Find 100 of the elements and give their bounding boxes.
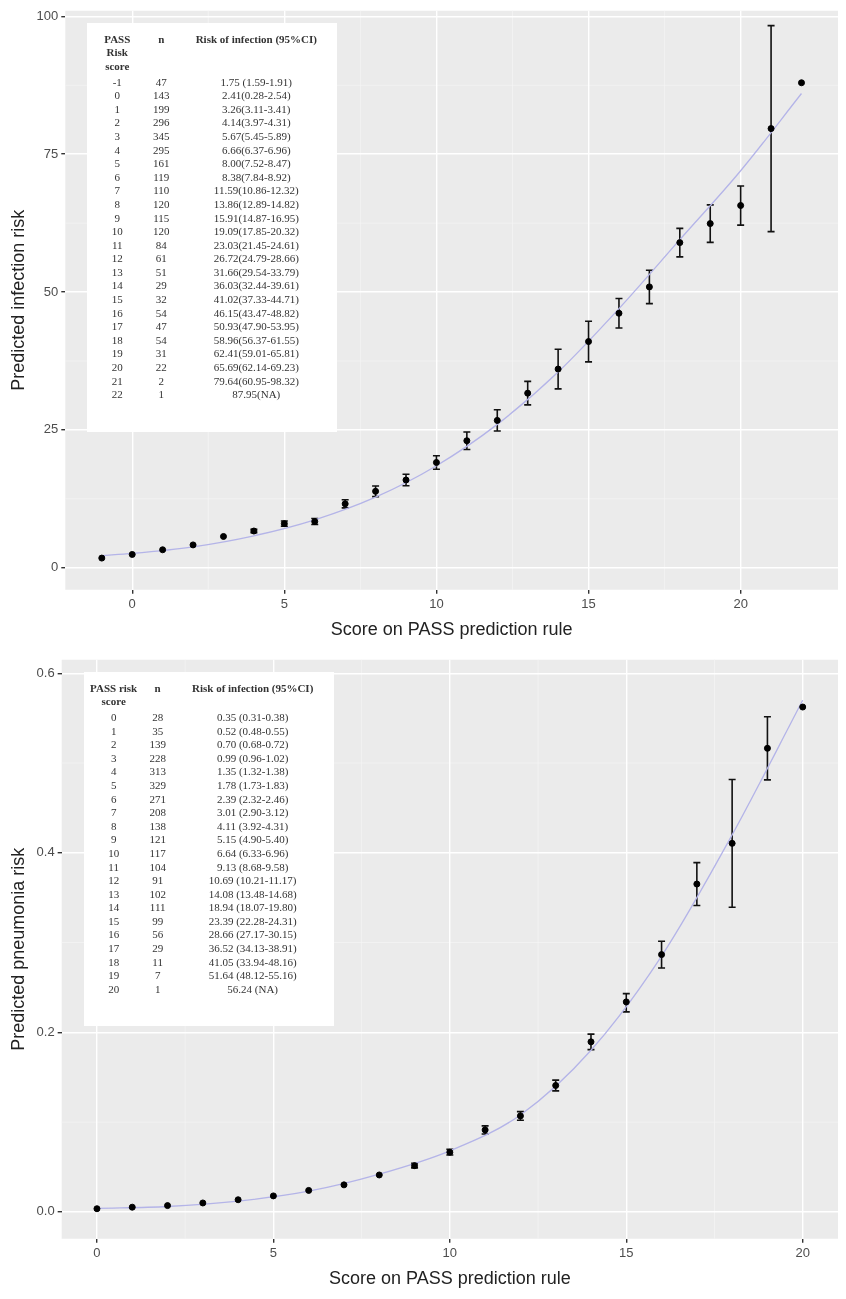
- point: [585, 338, 593, 346]
- point: [799, 703, 807, 711]
- point: [93, 1205, 101, 1213]
- annotation: 91: [151, 874, 165, 888]
- annotation: 50.93(47.90-53.95): [212, 320, 300, 334]
- annotation: 18: [110, 333, 124, 348]
- annotation: 3.01 (2.90-3.12): [215, 806, 290, 820]
- annotation: 1: [157, 388, 166, 402]
- point: [615, 309, 623, 317]
- annotation: 6: [113, 170, 122, 185]
- annotation: 4: [113, 143, 122, 158]
- point: [645, 283, 653, 291]
- point: [375, 1171, 383, 1179]
- y-tick-label: 0.0: [36, 1203, 55, 1219]
- annotation: 54: [154, 333, 168, 348]
- annotation: 120: [152, 225, 171, 239]
- point: [305, 1186, 313, 1194]
- annotation: 199: [152, 102, 171, 117]
- annotation: n: [157, 32, 166, 47]
- annotation: 1: [113, 102, 122, 117]
- annotation: 17: [110, 320, 124, 334]
- annotation: 61: [154, 252, 168, 266]
- annotation: 295: [152, 143, 171, 158]
- annotation: 87.95(NA): [231, 388, 282, 402]
- annotation: 11: [111, 238, 124, 253]
- annotation: 23.39 (22.28-24.31): [207, 914, 298, 929]
- annotation: 7: [113, 184, 122, 198]
- point: [234, 1196, 242, 1204]
- annotation: 0: [113, 89, 122, 103]
- point: [676, 239, 684, 247]
- annotation: 22: [154, 361, 168, 375]
- annotation: 119: [152, 170, 171, 185]
- annotation: 41.02(37.33-44.71): [212, 293, 300, 307]
- annotation: 11: [107, 860, 120, 875]
- y-tick-label: 75: [43, 145, 59, 161]
- annotation: 19.09(17.85-20.32): [212, 225, 300, 239]
- annotation: 32: [154, 293, 168, 307]
- point: [128, 1203, 136, 1211]
- annotation: 13.86(12.89-14.82): [212, 197, 300, 212]
- annotation: PASS risk score: [89, 681, 138, 710]
- annotation: -1: [111, 75, 123, 90]
- annotation: 16: [107, 928, 121, 943]
- annotation: 15.91(14.87-16.95): [212, 211, 300, 226]
- point: [728, 839, 736, 847]
- annotation: 117: [148, 846, 167, 861]
- annotation: 36.52 (34.13-38.91): [207, 942, 298, 956]
- annotation: 110: [152, 184, 171, 198]
- annotation: 62.41(59.01-65.81): [212, 347, 300, 362]
- annotation: 56.24 (NA): [226, 982, 279, 997]
- annotation: 6.64 (6.33-6.96): [215, 846, 290, 861]
- x-tick-label: 15: [619, 1245, 634, 1261]
- annotation: 41.05 (33.94-48.16): [207, 955, 298, 970]
- annotation: 0.99 (0.96-1.02): [215, 751, 290, 766]
- x-axis-title: Score on PASS prediction rule: [328, 1268, 571, 1289]
- annotation: 65.69(62.14-69.23): [212, 361, 300, 375]
- annotation: 115: [152, 211, 171, 226]
- point: [658, 951, 666, 959]
- y-tick-label: 0.2: [36, 1023, 55, 1039]
- point: [340, 1181, 348, 1189]
- annotation: 2: [109, 738, 118, 752]
- annotation: 3.26(3.11-3.41): [221, 102, 292, 117]
- annotation: 20: [107, 982, 121, 997]
- point: [554, 365, 562, 373]
- x-tick-label: 10: [442, 1245, 458, 1261]
- annotation: 14: [110, 279, 124, 294]
- annotation: 15: [107, 914, 121, 929]
- annotation: 46.15(43.47-48.82): [212, 306, 300, 321]
- point: [737, 202, 745, 210]
- annotation: 3: [109, 751, 118, 766]
- annotation: 29: [151, 942, 165, 956]
- annotation: 79.64(60.95-98.32): [212, 374, 300, 389]
- point: [128, 550, 136, 558]
- annotation: 8: [109, 819, 118, 834]
- annotation: 0: [109, 710, 118, 725]
- annotation: 8: [113, 197, 122, 212]
- annotation: 5: [113, 157, 122, 171]
- annotation: 2.39 (2.32-2.46): [215, 792, 290, 807]
- annotation: 313: [148, 765, 167, 779]
- annotation: 1.78 (1.73-1.83): [215, 778, 290, 793]
- annotation: 13: [110, 265, 124, 280]
- annotation: 2.41(0.28-2.54): [220, 89, 292, 103]
- point: [493, 416, 501, 424]
- annotation: 329: [148, 778, 167, 793]
- annotation: 26.72(24.79-28.66): [212, 252, 300, 266]
- annotation: 31: [154, 347, 168, 362]
- annotation: 12: [110, 252, 124, 266]
- annotation: 10: [110, 225, 124, 239]
- annotation: 84: [154, 238, 168, 253]
- annotation: Risk of infection (95%CI): [194, 32, 318, 47]
- annotation: 17: [107, 942, 121, 956]
- annotation: 14: [107, 901, 121, 915]
- y-axis-title: Predicted pneumonia risk: [7, 846, 28, 1051]
- point: [622, 998, 630, 1006]
- annotation: 10.69 (10.21-11.17): [207, 874, 298, 888]
- annotation: 1.75 (1.59-1.91): [219, 75, 294, 90]
- annotation: 4: [109, 765, 118, 779]
- annotation: 8.00(7.52-8.47): [220, 157, 292, 171]
- annotation: 138: [148, 819, 167, 834]
- annotation: 29: [154, 279, 168, 294]
- annotation: PASS Risk score: [103, 32, 132, 74]
